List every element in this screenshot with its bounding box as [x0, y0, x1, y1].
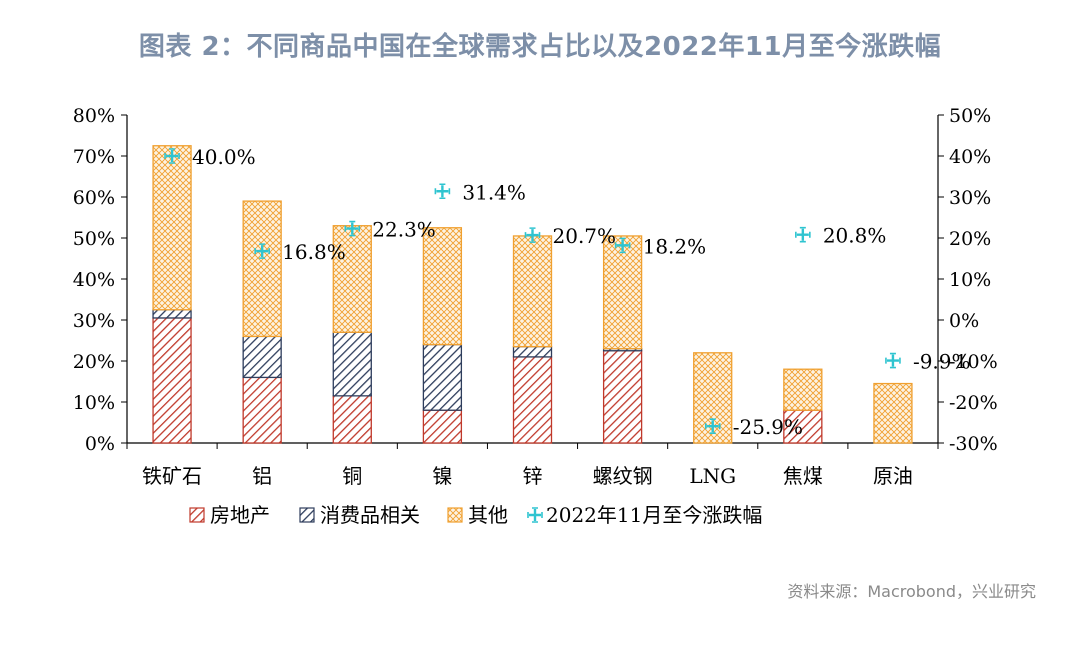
y-right-tick-label: -10%	[949, 351, 998, 373]
bar-segment	[422, 343, 463, 411]
bar-segment	[242, 376, 282, 444]
y-left-tick-label: 70%	[73, 146, 115, 168]
marker-cross	[616, 239, 629, 252]
bar-segment	[512, 345, 553, 358]
data-point	[344, 220, 361, 237]
data-point	[254, 243, 270, 259]
x-tick-label: 铜	[342, 464, 362, 488]
marker-cross	[256, 245, 269, 258]
marker-ticks	[795, 226, 811, 243]
data-label: 22.3%	[372, 218, 436, 242]
chart-title: 图表 2：不同商品中国在全球需求占比以及2022年11月至今涨跌幅	[138, 32, 942, 62]
y-left-tick-label: 10%	[73, 392, 115, 414]
y-right-tick-label: -30%	[949, 433, 998, 455]
legend-label: 房地产	[210, 503, 270, 527]
marker-ticks	[434, 183, 451, 200]
marker-ticks	[614, 237, 631, 254]
marker-ticks	[704, 418, 721, 434]
source-note: 资料来源：Macrobond，兴业研究	[787, 582, 1036, 601]
marker-cross	[529, 509, 541, 521]
bar-segment	[152, 317, 192, 444]
x-tick-label: 锌	[523, 464, 543, 488]
bar-segment	[152, 309, 192, 319]
data-point	[164, 148, 180, 164]
marker-cross	[346, 222, 359, 235]
y-right-tick-label: 40%	[949, 146, 991, 168]
data-point	[795, 226, 811, 243]
data-label: 31.4%	[462, 180, 526, 204]
y-left-tick-label: 40%	[73, 269, 115, 291]
y-left-tick-label: 50%	[73, 228, 115, 250]
legend-swatch	[299, 507, 315, 523]
y-right-tick-label: 10%	[949, 269, 991, 291]
marker-cross	[796, 228, 809, 241]
y-right-tick-label: 30%	[949, 187, 991, 209]
marker-ticks	[254, 243, 270, 259]
bar-segment	[783, 368, 823, 411]
legend-marker	[527, 507, 543, 523]
data-point	[614, 237, 631, 254]
legend-label: 消费品相关	[320, 503, 420, 527]
data-label: -9.9%	[913, 350, 971, 374]
bar-segment	[332, 395, 372, 444]
bar-segment	[602, 235, 643, 350]
data-label: 40.0%	[192, 145, 256, 169]
data-label: 16.8%	[282, 240, 346, 264]
y-right-tick-label: 20%	[949, 228, 991, 250]
y-left-tick-label: 20%	[73, 351, 115, 373]
bar-segment	[602, 350, 643, 444]
data-label: 18.2%	[643, 234, 707, 258]
legend-label: 2022年11月至今涨跌幅	[546, 503, 762, 527]
legend-swatch	[189, 507, 205, 523]
marker-cross	[436, 185, 449, 198]
marker-cross	[166, 150, 179, 162]
x-tick-label: 铝	[252, 464, 272, 488]
y-left-tick-label: 30%	[73, 310, 115, 332]
data-point	[704, 418, 721, 434]
marker-ticks	[344, 220, 361, 237]
y-left-tick-label: 60%	[73, 187, 115, 209]
marker-cross	[886, 354, 899, 367]
data-point	[434, 183, 451, 200]
legend-label: 其他	[468, 503, 508, 527]
y-right-tick-label: -20%	[949, 392, 998, 414]
marker-ticks	[524, 227, 541, 243]
y-right-tick-label: 50%	[949, 105, 991, 127]
bar-segment	[242, 335, 282, 379]
x-tick-label: 螺纹钢	[593, 464, 653, 488]
marker-ticks	[527, 507, 543, 523]
bar-segment	[873, 382, 913, 444]
data-label: 20.8%	[823, 224, 887, 248]
marker-ticks	[164, 148, 180, 164]
y-right-tick-label: 0%	[949, 310, 979, 332]
bar-segment	[422, 227, 463, 346]
bar-segment	[242, 200, 282, 338]
bar-segment	[422, 409, 463, 444]
bar-segment	[783, 409, 823, 444]
bar-segment	[332, 225, 372, 333]
bar-segment	[512, 235, 553, 348]
data-point	[524, 227, 541, 243]
y-left-tick-label: 0%	[85, 433, 115, 455]
bar-segment	[152, 145, 192, 311]
y-left-tick-label: 80%	[73, 105, 115, 127]
bar-segment	[512, 356, 553, 444]
data-label: 20.7%	[553, 224, 617, 248]
x-tick-label: 镍	[432, 464, 452, 488]
x-tick-label: LNG	[689, 464, 736, 488]
marker-cross	[526, 229, 539, 242]
marker-ticks	[885, 352, 901, 369]
bar-segment	[332, 331, 372, 397]
x-tick-label: 铁矿石	[142, 464, 202, 488]
x-tick-label: 原油	[873, 464, 913, 488]
legend-swatch	[447, 507, 463, 523]
marker-cross	[706, 420, 719, 433]
data-point	[885, 352, 901, 369]
data-label: -25.9%	[733, 415, 803, 439]
x-tick-label: 焦煤	[783, 464, 823, 488]
